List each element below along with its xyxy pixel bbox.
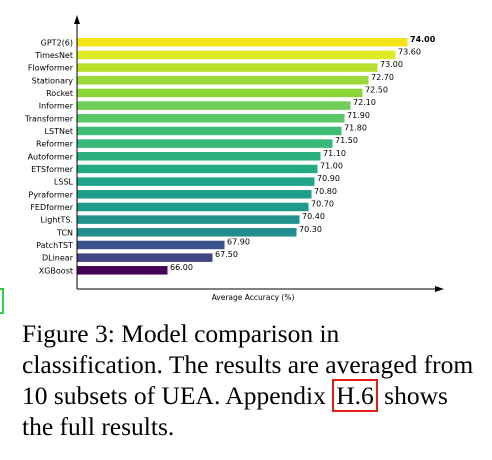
value-label-informer: 72.10 — [353, 98, 376, 107]
category-label-gpt2-6: GPT2(6) — [41, 38, 73, 47]
value-label-gpt2-6: 74.00 — [410, 35, 436, 44]
bar-lightts — [77, 215, 300, 224]
value-label-stationary: 72.70 — [371, 73, 394, 82]
value-label-flowformer: 73.00 — [380, 60, 403, 69]
value-label-xgboost: 66.00 — [170, 263, 193, 272]
value-label-lssl: 70.90 — [317, 174, 340, 183]
category-label-pyraformer: Pyraformer — [28, 190, 73, 199]
category-label-dlinear: DLinear — [42, 254, 74, 263]
category-label-lssl: LSSL — [54, 178, 74, 187]
bar-fedformer — [77, 202, 309, 212]
value-label-lightts: 70.40 — [302, 212, 325, 221]
category-label-tcn: TCN — [56, 228, 73, 237]
bar-xgboost — [77, 266, 168, 275]
bar-timesnet — [77, 50, 396, 60]
bar-etsformer — [77, 164, 318, 174]
y-axis-arrow — [74, 15, 80, 24]
value-label-patchtst: 67.90 — [227, 237, 250, 246]
bar-dlinear — [77, 253, 213, 262]
value-label-fedformer: 70.70 — [311, 199, 334, 208]
bar-autoformer — [77, 152, 321, 161]
bar-chart: GPT2(6) TimesNet Flowformer Stationary Rocke… — [24, 15, 444, 302]
category-label-rocket: Rocket — [46, 89, 73, 98]
category-label-lightts: LightTS. — [41, 216, 73, 225]
caption-text-end: shows the full results. — [22, 381, 448, 441]
category-label-xgboost: XGBoost — [39, 266, 73, 275]
bar-tcn — [77, 228, 297, 237]
value-label-reformer: 71.50 — [335, 136, 358, 145]
category-label-transformer: Transformer — [24, 114, 74, 123]
bar-patchtst — [77, 240, 225, 250]
figure-caption: Figure 3: Model comparison in classifica… — [22, 318, 482, 442]
category-label-autoformer: Autoformer — [28, 152, 74, 161]
bar-lssl — [77, 177, 315, 186]
bar-lstnet — [77, 126, 342, 136]
category-label-fedformer: FEDformer — [30, 203, 73, 212]
left-highlight-box — [0, 288, 4, 314]
category-label-stationary: Stationary — [32, 76, 74, 85]
category-label-lstnet: LSTNet — [45, 127, 73, 136]
category-label-timesnet: TimesNet — [34, 51, 73, 60]
value-label-tcn: 70.30 — [299, 225, 322, 234]
bars-group — [77, 38, 408, 275]
value-label-lstnet: 71.80 — [344, 123, 367, 132]
value-label-timesnet: 73.60 — [398, 47, 421, 56]
x-axis-title: Average Accuracy (%) — [212, 293, 295, 302]
value-label-dlinear: 67.50 — [215, 250, 238, 259]
category-label-patchtst: PatchTST — [36, 241, 73, 250]
value-label-autoformer: 71.10 — [323, 149, 346, 158]
bar-gpt2-6 — [77, 38, 408, 47]
value-label-rocket: 72.50 — [365, 85, 388, 94]
value-label-pyraformer: 70.80 — [314, 187, 337, 196]
bar-informer — [77, 101, 351, 110]
category-label-reformer: Reformer — [36, 140, 74, 149]
caption-text-start: Figure 3: Model comparison in classifica… — [22, 319, 474, 410]
bar-flowformer — [77, 63, 378, 72]
bar-pyraformer — [77, 190, 312, 199]
category-labels: GPT2(6) TimesNet Flowformer Stationary Rocke… — [24, 38, 74, 275]
category-label-flowformer: Flowformer — [28, 64, 74, 73]
category-label-informer: Informer — [39, 102, 74, 111]
appendix-reference-link[interactable]: H.6 — [332, 379, 378, 412]
value-label-etsformer: 71.00 — [320, 161, 343, 170]
category-label-etsformer: ETSformer — [31, 165, 74, 174]
chart-axes — [74, 15, 444, 292]
bar-reformer — [77, 139, 333, 148]
x-axis-arrow — [435, 286, 444, 292]
value-labels: 74.00 73.60 73.00 72.70 72.50 72.10 71.90 71.80… — [170, 35, 436, 272]
bar-rocket — [77, 88, 363, 98]
bar-transformer — [77, 114, 345, 123]
value-label-transformer: 71.90 — [347, 111, 370, 120]
bar-stationary — [77, 76, 369, 85]
